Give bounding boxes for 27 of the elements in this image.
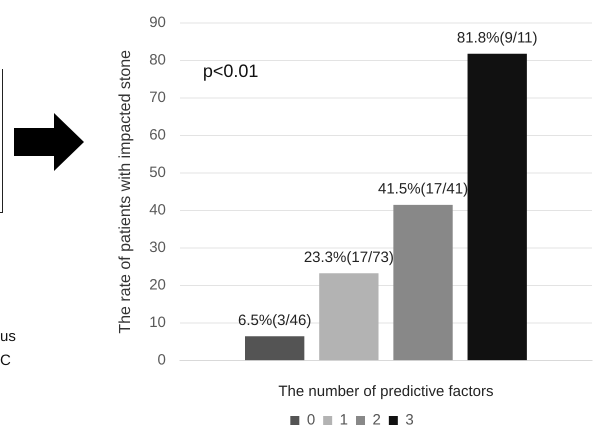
y-tick-label: 90 (149, 14, 166, 32)
legend-label: 1 (340, 412, 348, 429)
y-tick-label: 20 (149, 276, 166, 294)
bar (319, 273, 379, 360)
y-axis-title: The rate of patients with impacted stone (117, 50, 134, 334)
bar (393, 204, 453, 360)
text: us (0, 327, 16, 347)
y-tick-label: 10 (149, 314, 166, 332)
annotation: p<0.01 (202, 60, 258, 81)
y-tick-label: 30 (149, 239, 166, 256)
y-tick-label: 80 (149, 52, 166, 69)
y-tick-label: 50 (149, 164, 166, 182)
legend-label: 0 (306, 412, 316, 429)
data-label: 81.8%(9/11) (456, 29, 538, 46)
y-tick-label: 40 (149, 202, 166, 219)
y-tick-label: 70 (149, 89, 166, 106)
data-label: 23.3%(17/73) (304, 248, 394, 266)
data-label: 6.5%(3/46) (238, 312, 312, 329)
legend-label: 2 (372, 412, 381, 429)
x-axis-title: The number of predictive factors (278, 383, 494, 400)
y-tick-label: 60 (149, 126, 166, 144)
text: C (0, 351, 12, 371)
bar (245, 336, 304, 360)
data-label: 41.5%(17/41) (378, 180, 468, 198)
legend-label: 3 (405, 412, 414, 429)
bar (468, 54, 527, 360)
y-tick-label: 0 (158, 352, 166, 369)
